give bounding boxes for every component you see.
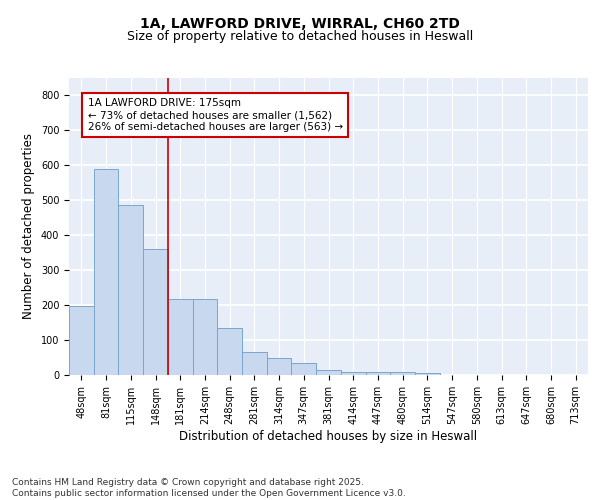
Text: Size of property relative to detached houses in Heswall: Size of property relative to detached ho… xyxy=(127,30,473,43)
Bar xyxy=(292,363,316,375)
Bar xyxy=(217,328,242,375)
Bar xyxy=(143,249,168,375)
Bar xyxy=(267,358,292,375)
Bar xyxy=(94,169,118,375)
Bar xyxy=(242,352,267,375)
Text: 1A, LAWFORD DRIVE, WIRRAL, CH60 2TD: 1A, LAWFORD DRIVE, WIRRAL, CH60 2TD xyxy=(140,18,460,32)
Bar xyxy=(341,372,365,375)
X-axis label: Distribution of detached houses by size in Heswall: Distribution of detached houses by size … xyxy=(179,430,478,442)
Bar xyxy=(69,306,94,375)
Bar xyxy=(168,298,193,375)
Bar xyxy=(390,372,415,375)
Y-axis label: Number of detached properties: Number of detached properties xyxy=(22,133,35,320)
Text: 1A LAWFORD DRIVE: 175sqm
← 73% of detached houses are smaller (1,562)
26% of sem: 1A LAWFORD DRIVE: 175sqm ← 73% of detach… xyxy=(88,98,343,132)
Bar xyxy=(118,204,143,375)
Text: Contains HM Land Registry data © Crown copyright and database right 2025.
Contai: Contains HM Land Registry data © Crown c… xyxy=(12,478,406,498)
Bar xyxy=(316,370,341,375)
Bar xyxy=(193,298,217,375)
Bar xyxy=(365,372,390,375)
Bar xyxy=(415,372,440,375)
